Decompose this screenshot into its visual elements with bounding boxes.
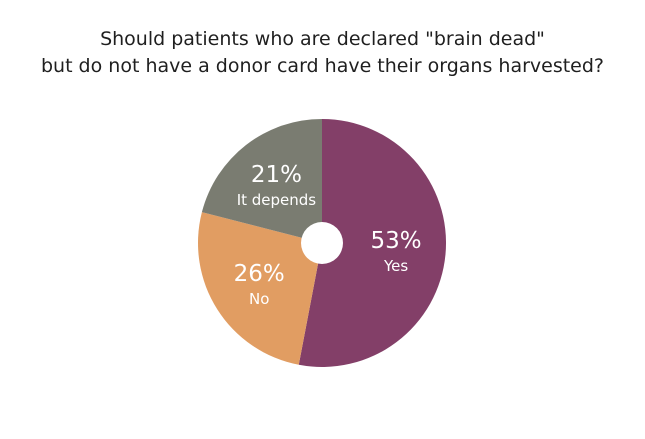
chart-title: Should patients who are declared "brain …	[0, 26, 645, 80]
pie-slices	[198, 119, 447, 367]
slice-category-label: It depends	[237, 191, 317, 209]
slice-value-label: 21%	[251, 162, 302, 188]
slice-category-label: No	[249, 290, 269, 308]
chart-title-line-1: Should patients who are declared "brain …	[100, 28, 545, 50]
chart-title-line-2: but do not have a donor card have their …	[40, 55, 605, 77]
pie-labels: 53% Yes 26% No 21% It depends	[234, 162, 422, 308]
slice-value-label: 53%	[371, 228, 422, 254]
pie-center-hole	[301, 222, 343, 264]
slice-category-label: Yes	[383, 257, 408, 275]
pie-slice-no	[198, 212, 322, 365]
slice-value-label: 26%	[234, 261, 285, 287]
pie-slice-yes	[298, 119, 447, 367]
pie-slice-it-depends	[201, 119, 322, 243]
